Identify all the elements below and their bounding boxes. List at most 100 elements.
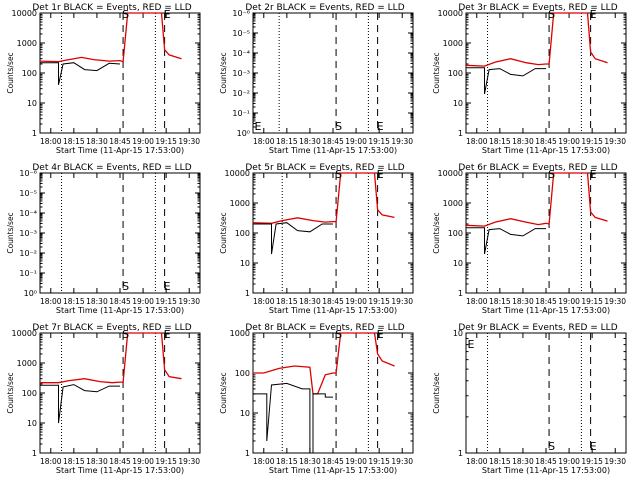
x-tick-label: 19:15 bbox=[368, 457, 390, 466]
chart-title: Det 7r BLACK = Events, RED = LLD bbox=[32, 323, 191, 333]
marker-label: S bbox=[548, 440, 555, 453]
chart-panel: Det 8r BLACK = Events, RED = LLD 1 10 100 10… bbox=[219, 323, 414, 475]
events-series-line bbox=[40, 384, 120, 424]
x-tick-label: 18:45 bbox=[535, 137, 557, 146]
y-axis-label: Counts/sec bbox=[6, 372, 15, 413]
y-tick-label: 10000 bbox=[12, 329, 37, 338]
y-tick-label: 10⁻² bbox=[232, 89, 250, 98]
marker-label: E bbox=[164, 280, 171, 293]
marker-label: S bbox=[335, 328, 342, 341]
events-series-line bbox=[253, 382, 333, 454]
y-tick-label: 100 bbox=[235, 229, 250, 238]
plot-frame bbox=[39, 172, 201, 294]
x-tick-label: 18:30 bbox=[512, 137, 534, 146]
x-tick-label: 18:00 bbox=[40, 457, 62, 466]
y-tick-label: 10⁻³ bbox=[19, 229, 37, 238]
x-tick-label: 19:15 bbox=[155, 297, 177, 306]
marker-label: S bbox=[335, 168, 342, 181]
chart-title: Det 4r BLACK = Events, RED = LLD bbox=[32, 163, 191, 173]
y-tick-label: 10 bbox=[240, 259, 250, 268]
marker-label: E bbox=[468, 338, 475, 351]
events-series-line bbox=[466, 227, 546, 255]
lld-series-line bbox=[465, 12, 608, 67]
x-tick-label: 18:15 bbox=[489, 137, 511, 146]
marker-label: E bbox=[164, 328, 171, 341]
marker-label: E bbox=[590, 440, 597, 453]
y-tick-label: 10⁻⁴ bbox=[19, 209, 37, 218]
y-tick-label: 10⁻² bbox=[19, 249, 37, 258]
x-axis-label: Start Time (11-Apr-15 17:53:00) bbox=[482, 306, 610, 315]
marker-label: S bbox=[122, 8, 129, 21]
x-axis-label: Start Time (11-Apr-15 17:53:00) bbox=[482, 146, 610, 155]
x-tick-label: 18:30 bbox=[512, 457, 534, 466]
x-tick-label: 18:00 bbox=[466, 137, 488, 146]
x-tick-label: 19:30 bbox=[178, 457, 200, 466]
x-axis-label: Start Time (11-Apr-15 17:53:00) bbox=[269, 146, 397, 155]
plot-frame bbox=[465, 332, 627, 454]
plot-frame bbox=[465, 172, 627, 294]
lld-series-line bbox=[40, 332, 182, 384]
y-tick-label: 100 bbox=[22, 389, 37, 398]
chart-title: Det 5r BLACK = Events, RED = LLD bbox=[245, 163, 404, 173]
y-tick-label: 1 bbox=[245, 289, 250, 298]
lld-series-line bbox=[465, 172, 608, 227]
y-tick-label: 10000 bbox=[225, 169, 250, 178]
chart-panel: Det 4r BLACK = Events, RED = LLD 10⁰ 10⁻¹ 1… bbox=[6, 163, 201, 315]
x-tick-label: 19:00 bbox=[345, 137, 367, 146]
x-tick-label: 19:00 bbox=[345, 297, 367, 306]
marker-label: S bbox=[548, 168, 555, 181]
x-tick-label: 19:00 bbox=[345, 457, 367, 466]
plot-frame bbox=[252, 12, 414, 134]
y-tick-label: 10000 bbox=[438, 169, 463, 178]
x-tick-label: 19:00 bbox=[132, 457, 154, 466]
x-tick-label: 18:45 bbox=[109, 137, 131, 146]
chart-panel: Det 7r BLACK = Events, RED = LLD 1 10 100 10… bbox=[6, 323, 201, 475]
events-series-line bbox=[40, 62, 121, 86]
x-axis-label: Start Time (11-Apr-15 17:53:00) bbox=[56, 466, 184, 475]
x-tick-label: 18:15 bbox=[63, 457, 85, 466]
x-tick-label: 19:00 bbox=[132, 297, 154, 306]
chart-panel: Det 5r BLACK = Events, RED = LLD 1 10 100 10… bbox=[219, 163, 414, 315]
x-tick-label: 19:30 bbox=[391, 457, 413, 466]
x-axis-label: Start Time (11-Apr-15 17:53:00) bbox=[56, 306, 184, 315]
x-tick-label: 18:00 bbox=[466, 297, 488, 306]
plot-frame bbox=[39, 12, 201, 134]
events-series-line bbox=[253, 222, 333, 255]
x-tick-label: 18:30 bbox=[512, 297, 534, 306]
x-tick-label: 18:45 bbox=[322, 137, 344, 146]
x-tick-label: 18:15 bbox=[489, 457, 511, 466]
x-tick-label: 18:15 bbox=[63, 297, 85, 306]
x-tick-label: 18:30 bbox=[86, 457, 108, 466]
y-tick-label: 10 bbox=[453, 99, 463, 108]
y-tick-label: 1000 bbox=[443, 39, 463, 48]
x-tick-label: 18:00 bbox=[466, 457, 488, 466]
y-axis-label: Counts/sec bbox=[219, 212, 228, 253]
y-tick-label: 10000 bbox=[12, 9, 37, 18]
x-tick-label: 18:15 bbox=[276, 297, 298, 306]
y-tick-label: 10⁻³ bbox=[232, 69, 250, 78]
y-tick-label: 1 bbox=[32, 129, 37, 138]
x-tick-label: 19:00 bbox=[132, 137, 154, 146]
y-axis-label: Counts/sec bbox=[432, 212, 441, 253]
y-tick-label: 10⁻⁶ bbox=[19, 169, 37, 178]
x-tick-label: 19:15 bbox=[155, 457, 177, 466]
x-tick-label: 19:15 bbox=[368, 297, 390, 306]
x-tick-label: 18:00 bbox=[253, 457, 275, 466]
y-axis-label: Counts/sec bbox=[432, 372, 441, 413]
marker-label: E bbox=[377, 168, 384, 181]
y-tick-label: 100 bbox=[448, 69, 463, 78]
x-tick-label: 18:45 bbox=[535, 297, 557, 306]
x-tick-label: 19:30 bbox=[178, 297, 200, 306]
y-tick-label: 10 bbox=[453, 259, 463, 268]
plot-frame bbox=[39, 332, 201, 454]
x-tick-label: 19:15 bbox=[581, 297, 603, 306]
chart-panel: Det 2r BLACK = Events, RED = LLD 10⁰ 10⁻¹ 1… bbox=[219, 3, 414, 155]
chart-panel: Det 6r BLACK = Events, RED = LLD 1 10 100 10… bbox=[432, 163, 627, 315]
chart-title: Det 6r BLACK = Events, RED = LLD bbox=[458, 163, 617, 173]
x-tick-label: 18:30 bbox=[86, 297, 108, 306]
x-tick-label: 18:15 bbox=[276, 137, 298, 146]
y-tick-label: 1 bbox=[32, 449, 37, 458]
y-tick-label: 10⁻¹ bbox=[232, 109, 250, 118]
chart-title: Det 8r BLACK = Events, RED = LLD bbox=[245, 323, 404, 333]
